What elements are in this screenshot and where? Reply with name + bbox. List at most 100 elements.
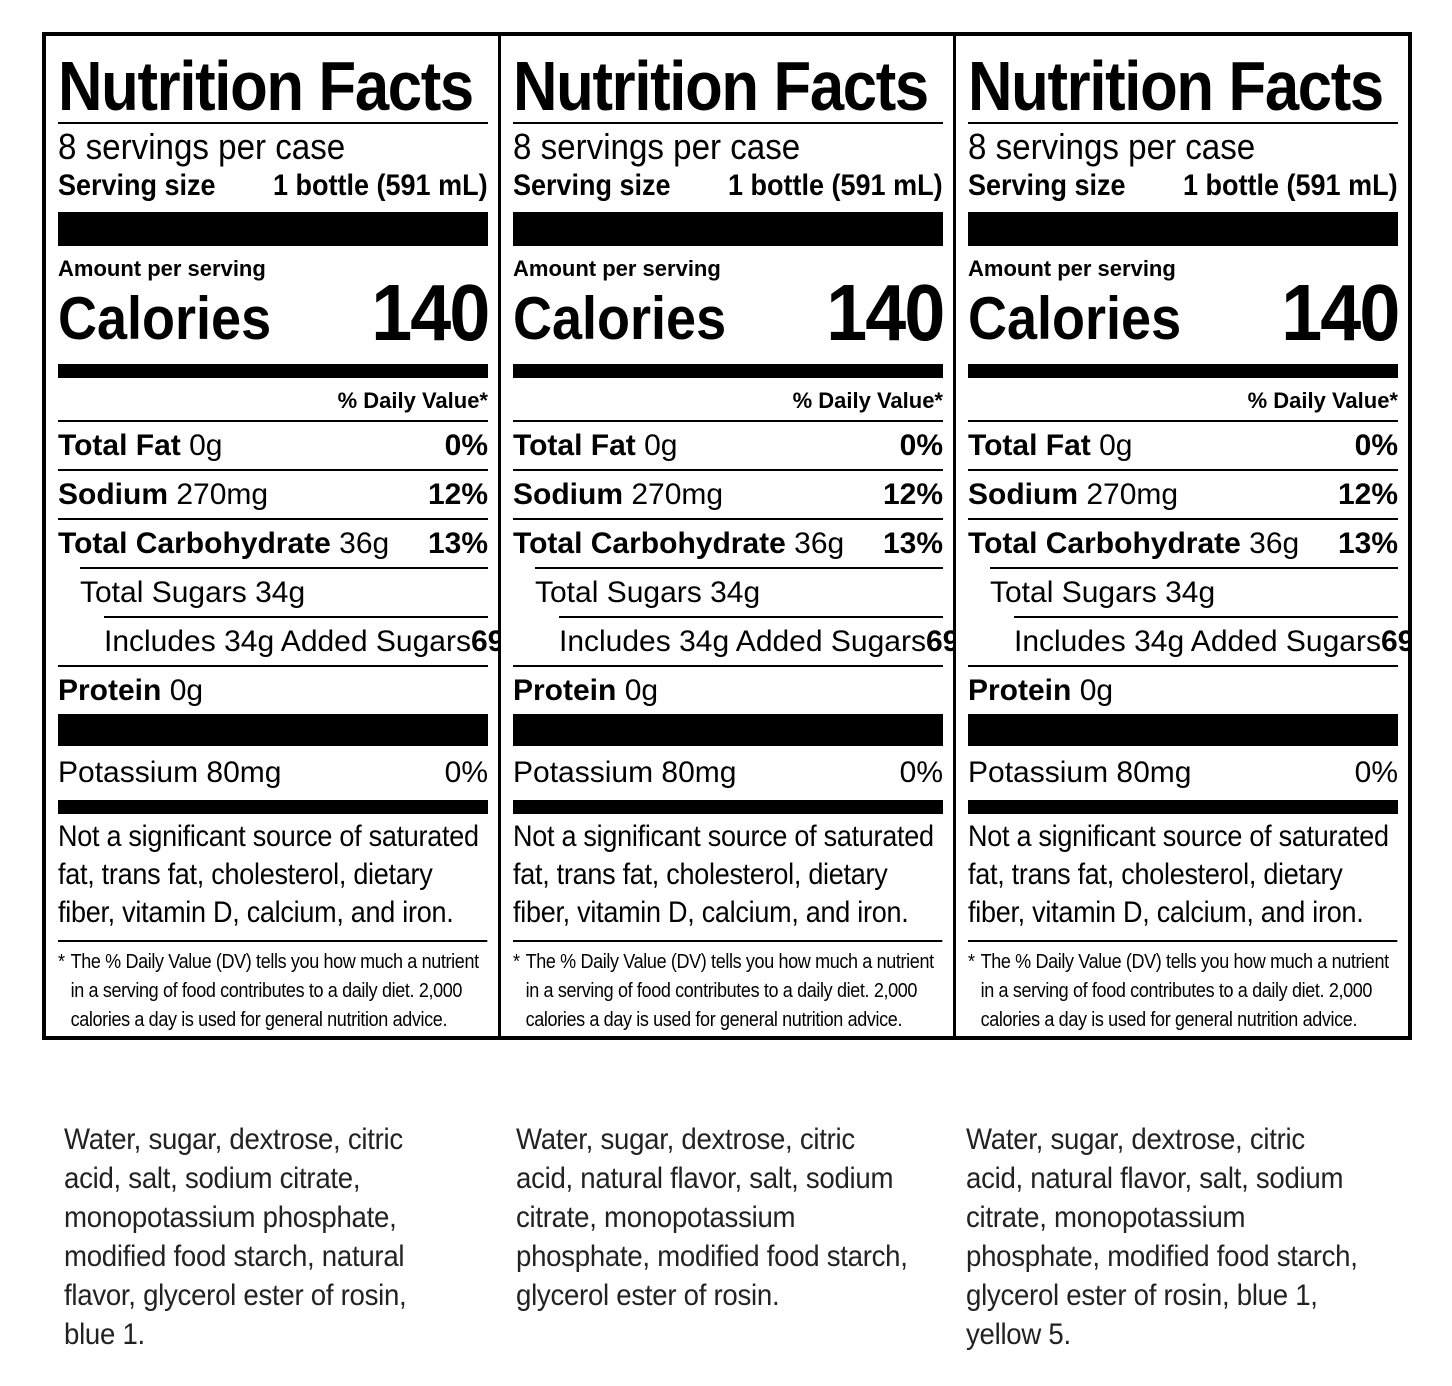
sodium-row: Sodium 270mg 12% [513,469,943,518]
total-carbohydrate-row: Total Carbohydrate 36g 13% [968,518,1398,567]
panel-title: Nutrition Facts [513,47,929,125]
nutrient-amount: 270mg [631,477,724,511]
potassium-row: Potassium 80mg 0% [513,746,943,800]
serving-size-row: Serving size 1 bottle (591 mL) [968,168,1398,204]
nutrient-daily-value: 12% [1337,477,1398,511]
nutrient-amount: 0g [1099,428,1133,462]
nutrient-daily-value: 13% [427,526,488,560]
nutrient-daily-value: 0% [899,428,943,462]
nutrient-label: Sodium [513,477,623,511]
servings-per-container: 8 servings per case [968,126,1256,167]
servings-per-container: 8 servings per case [513,126,801,167]
divider [513,122,943,124]
nutrient-label: Protein [968,673,1072,707]
not-significant-source-note: Not a significant source of saturated fa… [513,820,934,929]
calories-label: Calories [513,285,727,352]
sodium-row: Sodium 270mg 12% [968,469,1398,518]
nutrient-daily-value: 13% [882,526,943,560]
medium-divider [58,800,488,814]
thick-divider [58,714,488,746]
nutrition-facts-panel-1: Nutrition Facts 8 servings per case Serv… [46,36,501,1036]
potassium-text: Potassium 80mg [58,756,282,789]
added-sugars-text: Includes 34g Added Sugars [559,624,926,658]
medium-divider [968,364,1398,378]
calories-value: 140 [370,268,490,357]
total-sugars-text: Total Sugars 34g [80,575,306,609]
total-fat-row: Total Fat 0g 0% [58,420,488,469]
potassium-row: Potassium 80mg 0% [58,746,488,800]
nutrient-label: Total Carbohydrate [513,526,786,560]
nutrient-amount: 0g [1079,673,1114,707]
nutrient-amount: 36g [794,526,845,560]
added-sugars-row: Includes 34g Added Sugars 69% [559,616,953,665]
nutrient-daily-value: 69% [925,624,953,658]
nutrient-label: Total Fat [968,428,1091,462]
protein-row: Protein 0g [513,665,943,714]
serving-size-label: Serving size [513,169,671,202]
not-significant-source-note: Not a significant source of saturated fa… [968,820,1389,929]
nutrition-labels-row: Nutrition Facts 8 servings per case Serv… [42,32,1412,1040]
amount-per-serving-label: Amount per serving [968,256,1176,281]
nutrient-daily-value: 0% [444,756,488,789]
nutrient-label: Total Carbohydrate [968,526,1241,560]
serving-size-value: 1 bottle (591 mL) [1183,169,1398,202]
footnote-asterisk: * [513,951,520,973]
nutrient-amount: 0g [169,673,204,707]
calories-row: Calories 140 [58,273,490,353]
total-sugars-row: Total Sugars 34g [80,567,488,616]
serving-size-label: Serving size [968,169,1126,202]
total-sugars-text: Total Sugars 34g [990,575,1216,609]
footnote-asterisk: * [58,951,65,973]
total-sugars-row: Total Sugars 34g [990,567,1398,616]
panel-title: Nutrition Facts [58,47,474,125]
medium-divider [968,800,1398,814]
nutrient-label: Protein [513,673,617,707]
nutrient-label: Total Fat [513,428,636,462]
daily-value-footnote: * The % Daily Value (DV) tells you how m… [58,940,488,1035]
nutrient-label: Sodium [58,477,168,511]
ingredients-text-2: Water, sugar, dextrose, citric acid, nat… [516,1123,908,1312]
medium-divider [58,364,488,378]
nutrient-daily-value: 69% [1380,624,1408,658]
potassium-text: Potassium 80mg [968,756,1192,789]
total-sugars-row: Total Sugars 34g [535,567,943,616]
protein-row: Protein 0g [58,665,488,714]
serving-size-value: 1 bottle (591 mL) [273,169,488,202]
added-sugars-row: Includes 34g Added Sugars 69% [104,616,498,665]
nutrient-label: Total Fat [58,428,181,462]
serving-size-label: Serving size [58,169,216,202]
servings-per-container: 8 servings per case [58,126,346,167]
nutrient-amount: 0g [644,428,678,462]
amount-per-serving-label: Amount per serving [58,256,266,281]
nutrient-amount: 36g [339,526,390,560]
nutrient-daily-value: 12% [427,477,488,511]
total-carbohydrate-row: Total Carbohydrate 36g 13% [58,518,488,567]
total-fat-row: Total Fat 0g 0% [968,420,1398,469]
nutrient-daily-value: 0% [1354,428,1398,462]
nutrient-daily-value: 12% [882,477,943,511]
added-sugars-text: Includes 34g Added Sugars [1014,624,1381,658]
serving-size-value: 1 bottle (591 mL) [728,169,943,202]
sodium-row: Sodium 270mg 12% [58,469,488,518]
nutrient-amount: 270mg [176,477,269,511]
calories-value: 140 [825,268,945,357]
footnote-text: The % Daily Value (DV) tells you how muc… [525,951,934,1031]
nutrient-amount: 0g [189,428,223,462]
nutrient-daily-value: 0% [899,756,943,789]
protein-row: Protein 0g [968,665,1398,714]
daily-value-header: % Daily Value* [792,388,943,413]
medium-divider [513,800,943,814]
daily-value-footnote: * The % Daily Value (DV) tells you how m… [968,940,1398,1035]
nutrient-daily-value: 0% [1354,756,1398,789]
divider [58,122,488,124]
divider [968,122,1398,124]
calories-label: Calories [968,285,1182,352]
thick-divider [968,714,1398,746]
panel-title: Nutrition Facts [968,47,1384,125]
daily-value-header: % Daily Value* [337,388,488,413]
calories-value: 140 [1280,268,1400,357]
potassium-row: Potassium 80mg 0% [968,746,1398,800]
footnote-text: The % Daily Value (DV) tells you how muc… [70,951,479,1031]
nutrition-facts-panel-3: Nutrition Facts 8 servings per case Serv… [956,36,1408,1036]
potassium-text: Potassium 80mg [513,756,737,789]
